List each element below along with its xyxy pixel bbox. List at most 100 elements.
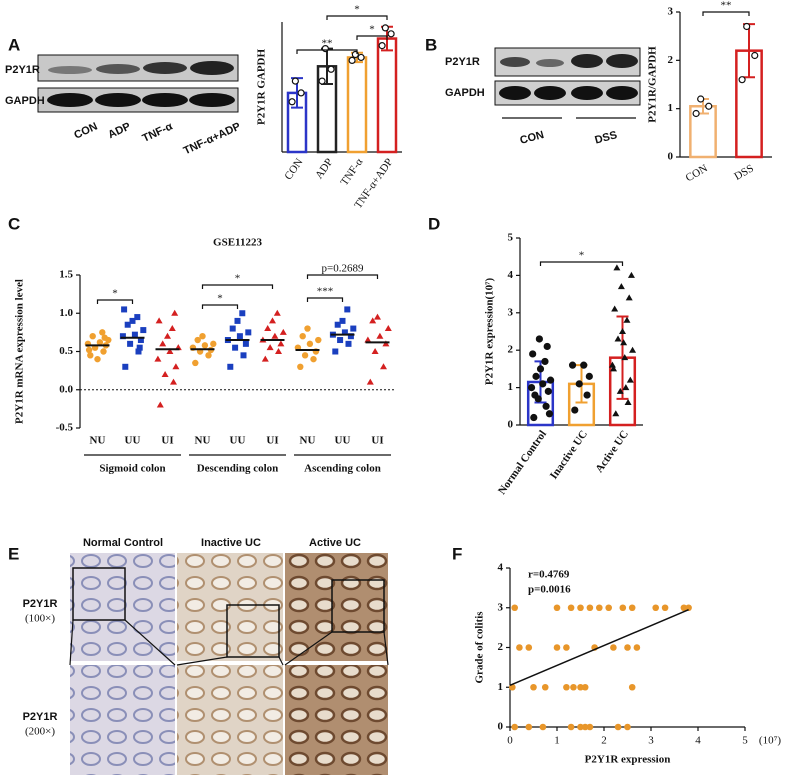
data-point bbox=[596, 604, 603, 612]
y-axis-label: Grade of colitis bbox=[474, 611, 486, 684]
data-point bbox=[621, 354, 629, 361]
y-tick-label: 4 bbox=[498, 562, 504, 574]
data-point bbox=[511, 604, 518, 612]
significance-label: ** bbox=[721, 0, 732, 12]
row-label: (200×) bbox=[25, 726, 55, 738]
data-point bbox=[273, 309, 281, 316]
data-point bbox=[577, 604, 584, 612]
group-label: Ascending colon bbox=[304, 463, 381, 475]
data-point bbox=[612, 410, 620, 417]
y-axis-label: P2Y1R/GAPDH bbox=[647, 46, 659, 123]
y-tick-label: 3 bbox=[668, 6, 674, 18]
data-point bbox=[135, 348, 142, 355]
y-tick-label: 3 bbox=[508, 306, 514, 318]
annotation: r=0.4769 bbox=[528, 569, 570, 581]
data-point bbox=[738, 76, 746, 84]
y-tick-label: -0.5 bbox=[56, 422, 74, 434]
data-point bbox=[136, 344, 143, 351]
data-point bbox=[357, 53, 365, 62]
data-point bbox=[166, 348, 174, 354]
x-tick-label: 2 bbox=[601, 735, 607, 747]
data-point bbox=[530, 683, 537, 691]
x-tick-label: 0 bbox=[507, 735, 513, 747]
data-point bbox=[619, 328, 626, 334]
data-point bbox=[87, 352, 94, 359]
y-tick-label: 4 bbox=[508, 269, 514, 281]
data-point bbox=[159, 340, 167, 347]
data-point bbox=[585, 372, 593, 380]
data-point bbox=[199, 333, 206, 340]
data-point bbox=[661, 604, 669, 612]
y-axis-label: P2Y1R GAPDH bbox=[256, 49, 268, 126]
data-point bbox=[567, 604, 575, 612]
data-point bbox=[245, 329, 252, 336]
data-point bbox=[271, 332, 279, 339]
data-point bbox=[697, 95, 705, 103]
data-point bbox=[619, 604, 627, 612]
data-point bbox=[628, 604, 636, 612]
data-point bbox=[530, 413, 538, 422]
x-tick-label: UI bbox=[266, 435, 278, 447]
data-point bbox=[239, 310, 246, 317]
y-tick-label: 2 bbox=[668, 54, 674, 66]
x-tick-label: UU bbox=[125, 435, 141, 447]
data-point bbox=[192, 359, 199, 367]
x-tick-label: CON bbox=[282, 156, 305, 182]
row-label: P2Y1R bbox=[23, 598, 58, 610]
data-point bbox=[541, 357, 549, 366]
x-tick-label: UI bbox=[371, 435, 383, 447]
significance-bracket bbox=[201, 284, 274, 289]
column-label: Inactive UC bbox=[201, 537, 261, 549]
y-tick-label: 0.5 bbox=[59, 345, 73, 357]
data-point bbox=[535, 335, 543, 343]
data-point bbox=[232, 344, 239, 351]
data-point bbox=[624, 723, 631, 731]
data-point bbox=[628, 683, 636, 691]
data-point bbox=[613, 264, 621, 271]
chart-title: GSE11223 bbox=[213, 237, 262, 249]
column-label: Normal Control bbox=[83, 537, 163, 549]
data-point bbox=[234, 317, 241, 324]
y-tick-label: 0.0 bbox=[59, 383, 73, 395]
data-point bbox=[539, 380, 547, 388]
data-point bbox=[264, 325, 272, 332]
blot-b: P2Y1R GAPDH CON DSS bbox=[445, 47, 641, 147]
data-point bbox=[366, 378, 374, 385]
x-tick-label: DSS bbox=[732, 162, 755, 182]
significance-label: *** bbox=[317, 286, 334, 298]
data-point bbox=[626, 376, 634, 383]
y-tick-label: 0 bbox=[508, 419, 514, 431]
data-point bbox=[605, 604, 612, 612]
data-point bbox=[334, 321, 341, 328]
data-point bbox=[332, 348, 339, 355]
panel-label: C bbox=[8, 214, 20, 233]
x-tick-label: Normal Control bbox=[496, 428, 549, 497]
data-point bbox=[364, 336, 372, 343]
data-point bbox=[629, 346, 637, 353]
y-tick-label: 1.5 bbox=[59, 269, 73, 281]
significance-bracket bbox=[306, 274, 379, 279]
data-point bbox=[344, 306, 351, 313]
data-point bbox=[134, 314, 141, 321]
data-point bbox=[297, 89, 305, 97]
x-tick-label: UI bbox=[161, 435, 173, 447]
data-point bbox=[137, 337, 144, 344]
data-point bbox=[291, 77, 299, 85]
data-point bbox=[297, 363, 304, 370]
data-point bbox=[531, 391, 539, 399]
annotation: p=0.0016 bbox=[528, 584, 571, 596]
row-label: (100×) bbox=[25, 613, 55, 625]
data-point bbox=[201, 342, 209, 349]
data-point bbox=[625, 294, 633, 301]
data-point bbox=[161, 370, 169, 377]
data-point bbox=[614, 335, 622, 342]
significance-bracket bbox=[326, 15, 388, 20]
data-point bbox=[610, 365, 618, 372]
significance-label: * bbox=[354, 4, 360, 16]
data-point bbox=[347, 333, 354, 340]
data-point bbox=[266, 344, 274, 351]
data-point bbox=[236, 333, 243, 340]
data-point bbox=[341, 329, 348, 336]
data-point bbox=[170, 378, 177, 385]
data-point bbox=[315, 336, 322, 344]
